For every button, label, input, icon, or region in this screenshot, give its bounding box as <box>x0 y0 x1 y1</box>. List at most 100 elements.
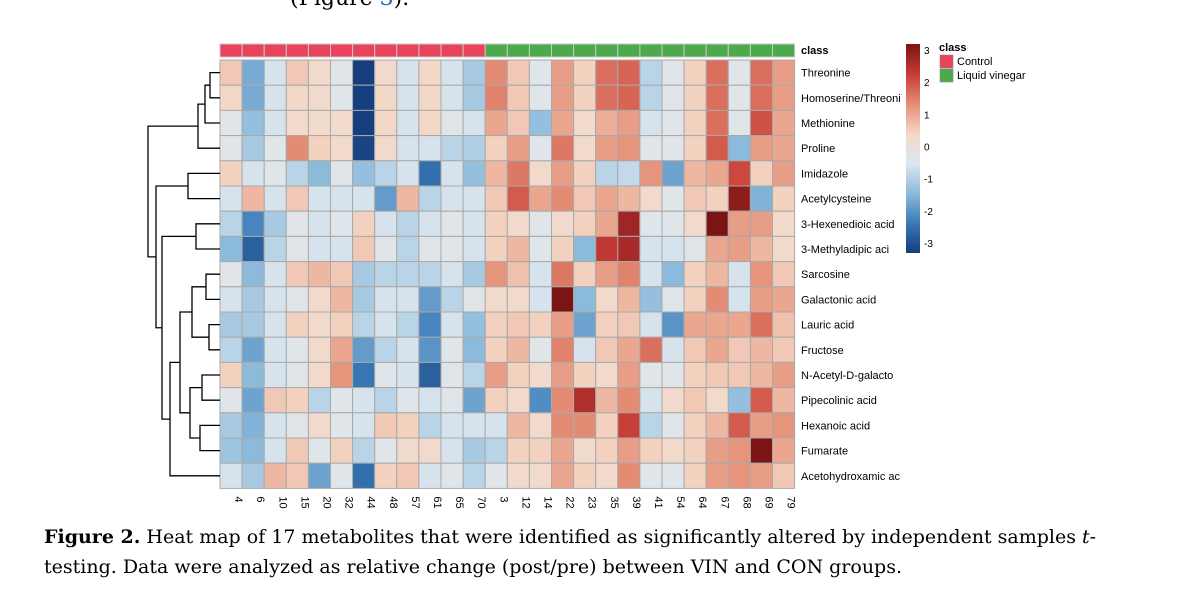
heatmap-cell <box>506 59 530 86</box>
heatmap-cell <box>506 84 530 111</box>
row-label: Lauric acid <box>801 320 854 332</box>
heatmap-cell <box>440 286 464 313</box>
heatmap-cell <box>661 311 685 338</box>
legend-swatch <box>939 54 954 69</box>
column-label: 10 <box>276 496 288 508</box>
class-cell <box>462 43 486 58</box>
heatmap-cell <box>683 412 707 439</box>
heatmap-cell <box>374 135 398 162</box>
heatmap-cell <box>506 336 530 363</box>
heatmap-cell <box>705 235 729 263</box>
row-label: Acetohydroxamic ac <box>801 471 901 483</box>
heatmap-cell <box>727 59 751 86</box>
heatmap-cell <box>219 286 243 313</box>
heatmap-cell <box>396 437 420 464</box>
heatmap-cell <box>484 210 508 237</box>
heatmap-cell <box>374 261 398 288</box>
heatmap-cell <box>772 210 796 237</box>
column-label: 48 <box>387 496 399 508</box>
heatmap-cell <box>772 311 796 338</box>
heatmap-cell <box>727 286 751 313</box>
heatmap-cell <box>374 59 398 86</box>
heatmap-cell <box>683 361 707 389</box>
figure-ref-link[interactable]: 3 <box>380 0 394 11</box>
heatmap-cell <box>219 84 243 111</box>
heatmap-cell <box>219 361 243 389</box>
heatmap-cell <box>418 109 442 137</box>
heatmap-cell <box>727 311 751 338</box>
heatmap-cell <box>661 286 685 313</box>
heatmap-cell <box>418 84 442 111</box>
heatmap-cell <box>396 135 420 162</box>
heatmap-cell <box>462 84 486 111</box>
heatmap-cell <box>727 412 751 439</box>
heatmap-cell <box>573 185 597 212</box>
heatmap-cell <box>352 235 376 263</box>
heatmap-cell <box>727 336 751 363</box>
heatmap-cell <box>749 336 774 363</box>
heatmap-cell <box>595 109 619 137</box>
class-cell <box>440 43 464 58</box>
heatmap-cell <box>484 286 508 313</box>
legend-entry-label: Liquid vinegar <box>957 70 1026 82</box>
heatmap-cell <box>772 437 796 464</box>
heatmap-cell <box>506 412 530 439</box>
row-label: Galactonic acid <box>801 294 876 306</box>
class-cell <box>528 43 553 58</box>
heatmap-cell <box>661 235 685 263</box>
class-cell <box>639 43 663 58</box>
caption-text-1: Heat map of 17 metabolites that were ide… <box>140 526 1083 548</box>
heatmap-cell <box>617 210 641 237</box>
heatmap-cell <box>617 109 641 137</box>
class-cell <box>352 43 376 58</box>
heatmap-cell <box>528 361 553 389</box>
heatmap-cell <box>749 387 774 414</box>
heatmap-cell <box>573 437 597 464</box>
heatmap-cell <box>727 160 751 187</box>
heatmap-cell <box>241 135 265 162</box>
caption-label: Figure 2. <box>44 526 141 548</box>
heatmap-cell <box>528 412 553 439</box>
heatmap-cell <box>330 261 354 288</box>
heatmap-cell <box>285 261 309 288</box>
heatmap-cell <box>396 462 420 489</box>
heatmap-cell <box>772 361 796 389</box>
heatmap-cell <box>484 387 508 414</box>
heatmap-cell <box>330 387 354 414</box>
heatmap-cell <box>484 185 508 212</box>
heatmap-cell <box>241 361 265 389</box>
heatmap-cell <box>440 109 464 137</box>
heatmap-cell <box>727 109 751 137</box>
heatmap-cell <box>617 135 641 162</box>
heatmap-cell <box>330 286 354 313</box>
heatmap-cell <box>727 235 751 263</box>
heatmap-cell <box>551 261 575 288</box>
heatmap-cell <box>749 412 774 439</box>
heatmap-cell <box>661 109 685 137</box>
row-label: 3-Hexenedioic acid <box>801 219 895 231</box>
row-label: Homoserine/Threoni <box>801 93 901 105</box>
heatmap-cell <box>330 84 354 111</box>
heatmap-cell <box>551 311 575 338</box>
heatmap-cell <box>639 336 663 363</box>
heatmap-cell <box>330 210 354 237</box>
heatmap-cell <box>418 286 442 313</box>
column-label: 14 <box>541 496 553 508</box>
heatmap-cell <box>528 109 553 137</box>
heatmap-cell <box>484 462 508 489</box>
heatmap-cell <box>440 235 464 263</box>
colorbar-tick-label: -1 <box>924 175 933 186</box>
heatmap-cell <box>285 361 309 389</box>
heatmap-cell <box>639 160 663 187</box>
heatmap-cell <box>506 235 530 263</box>
heatmap-cell <box>705 361 729 389</box>
heatmap-cell <box>595 84 619 111</box>
class-cell <box>307 43 331 58</box>
heatmap-cell <box>307 160 331 187</box>
heatmap-cell <box>440 185 464 212</box>
heatmap-cell <box>551 437 575 464</box>
class-cell <box>727 43 751 58</box>
class-cell <box>683 43 707 58</box>
heatmap-cell <box>219 387 243 414</box>
heatmap-cell <box>374 412 398 439</box>
